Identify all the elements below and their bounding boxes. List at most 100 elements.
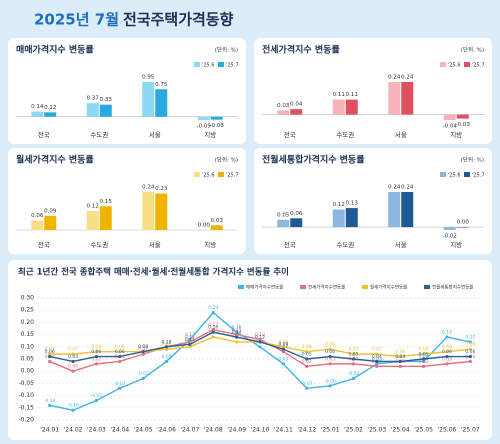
category-label: 수도권 bbox=[90, 131, 108, 139]
data-label: 0.13 bbox=[346, 201, 359, 207]
bar bbox=[86, 103, 99, 117]
data-label: 0.10 bbox=[162, 339, 172, 345]
bar bbox=[290, 218, 303, 228]
bar bbox=[155, 193, 168, 230]
title-text: 전국주택가격동향 bbox=[123, 11, 234, 29]
point bbox=[164, 347, 169, 351]
data-label: -0.12 bbox=[91, 393, 103, 399]
data-label: 0.00 bbox=[68, 364, 78, 370]
data-label: 0.75 bbox=[155, 82, 168, 88]
x-tick-label: '24.03 bbox=[87, 427, 106, 434]
card bbox=[254, 148, 492, 254]
data-label: 0.33 bbox=[100, 97, 113, 103]
point bbox=[71, 359, 75, 364]
x-tick-label: '24.05 bbox=[134, 427, 153, 434]
bar bbox=[197, 116, 210, 120]
point bbox=[188, 342, 192, 346]
unit-label: (단위: %) bbox=[215, 156, 238, 164]
data-label: -0.02 bbox=[443, 234, 457, 240]
y-tick-label: -0.10 bbox=[18, 392, 34, 399]
data-label: 0.07 bbox=[45, 347, 55, 353]
bar bbox=[210, 116, 223, 120]
legend-label: '25.7 bbox=[472, 173, 485, 179]
legend-label: '25.6 bbox=[202, 173, 215, 179]
bar bbox=[456, 227, 469, 228]
data-label: 0.12 bbox=[255, 334, 265, 340]
bar bbox=[86, 211, 99, 230]
point bbox=[71, 369, 75, 373]
data-label: 0.02 bbox=[419, 359, 429, 365]
data-label: 0.08 bbox=[138, 344, 148, 350]
point bbox=[235, 335, 239, 339]
x-tick-label: '25.06 bbox=[438, 427, 457, 434]
unit-label: (단위: %) bbox=[461, 46, 484, 54]
point bbox=[328, 362, 332, 366]
bar bbox=[155, 89, 168, 117]
data-label: 0.02 bbox=[302, 359, 312, 365]
point bbox=[445, 354, 449, 359]
data-label: 0.12 bbox=[87, 204, 99, 210]
x-tick-label: '24.04 bbox=[110, 427, 129, 434]
point bbox=[281, 347, 285, 351]
data-label: -0.03 bbox=[348, 371, 360, 377]
data-label: 0.24 bbox=[401, 75, 414, 81]
data-label: -0.04 bbox=[443, 124, 458, 130]
data-label: 0.04 bbox=[372, 354, 382, 360]
point bbox=[421, 357, 426, 361]
point bbox=[328, 347, 332, 351]
data-label: 0.05 bbox=[302, 352, 312, 358]
x-tick-label: '24.07 bbox=[180, 427, 199, 434]
point bbox=[188, 340, 192, 344]
bar bbox=[456, 114, 469, 119]
data-label: 0.16 bbox=[232, 325, 242, 331]
data-label: -0.07 bbox=[301, 381, 313, 387]
data-label: 0.04 bbox=[68, 354, 78, 360]
point bbox=[305, 386, 309, 390]
x-tick-label: '24.06 bbox=[157, 427, 176, 434]
card bbox=[8, 38, 246, 144]
data-label: 0.10 bbox=[278, 339, 288, 345]
bar bbox=[99, 206, 112, 230]
point bbox=[164, 345, 169, 349]
data-label: 0.04 bbox=[395, 354, 405, 360]
point bbox=[211, 311, 215, 315]
point bbox=[468, 340, 472, 344]
point bbox=[468, 347, 472, 351]
x-tick-label: '24.08 bbox=[204, 427, 223, 434]
data-label: 0.06 bbox=[91, 349, 101, 355]
point bbox=[164, 359, 169, 364]
legend-label: '25.7 bbox=[226, 63, 239, 69]
data-label: 0.12 bbox=[185, 334, 195, 340]
data-label: 0.11 bbox=[185, 337, 195, 343]
data-label: 0.06 bbox=[45, 349, 55, 355]
point bbox=[445, 350, 449, 354]
data-label: 0.23 bbox=[155, 186, 168, 192]
bar bbox=[277, 110, 290, 115]
chart-title: 최근 1년간 전국 종합주택 매매·전세·월세·전월세통합 가격지수 변동률 추… bbox=[18, 267, 289, 278]
data-label: 0.14 bbox=[31, 104, 44, 110]
data-label: 0.06 bbox=[465, 349, 475, 355]
point bbox=[94, 350, 99, 354]
legend-label: '25.6 bbox=[448, 63, 461, 69]
x-tick-label: '25.01 bbox=[321, 427, 340, 434]
point bbox=[445, 335, 449, 339]
data-label: 0.24 bbox=[142, 185, 155, 191]
data-label: 0.09 bbox=[325, 342, 335, 348]
point bbox=[328, 354, 332, 359]
data-label: -0.03 bbox=[137, 371, 149, 377]
point bbox=[141, 352, 145, 356]
point bbox=[375, 362, 379, 366]
data-label: 0.07 bbox=[138, 347, 148, 353]
point bbox=[398, 359, 402, 364]
unit-label: (단위: %) bbox=[461, 156, 484, 164]
point bbox=[351, 362, 356, 366]
data-label: 0.08 bbox=[115, 344, 125, 350]
data-label: 0.05 bbox=[419, 352, 429, 358]
legend-label: '25.7 bbox=[226, 173, 239, 179]
category-label: 지방 bbox=[450, 130, 462, 139]
data-label: 0.06 bbox=[290, 211, 303, 217]
unit-label: (단위: %) bbox=[215, 46, 238, 54]
bar bbox=[210, 225, 223, 230]
data-label: 0.04 bbox=[162, 354, 172, 360]
